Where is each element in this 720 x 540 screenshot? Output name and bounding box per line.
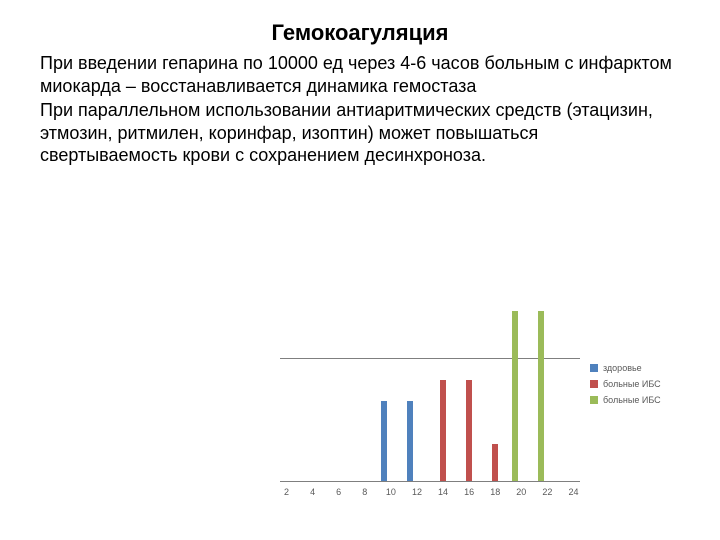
x-tick-label: 22 bbox=[542, 487, 552, 497]
paragraph: При введении гепарина по 10000 ед через … bbox=[40, 52, 680, 97]
chart-bar bbox=[440, 380, 446, 481]
chart-bars bbox=[280, 312, 580, 481]
legend-swatch bbox=[590, 364, 598, 372]
paragraph: При параллельном использовании антиаритм… bbox=[40, 99, 680, 167]
x-tick-label: 18 bbox=[490, 487, 500, 497]
slide: Гемокоагуляция При введении гепарина по … bbox=[0, 0, 720, 540]
x-tick-label: 20 bbox=[516, 487, 526, 497]
legend-label: здоровье bbox=[603, 363, 642, 373]
chart-plot-area bbox=[280, 312, 580, 482]
x-tick-label: 6 bbox=[336, 487, 341, 497]
legend-item: здоровье bbox=[590, 363, 661, 373]
legend-label: больные ИБС bbox=[603, 379, 661, 389]
x-tick-label: 14 bbox=[438, 487, 448, 497]
body-text: При введении гепарина по 10000 ед через … bbox=[40, 52, 680, 167]
x-tick-label: 10 bbox=[386, 487, 396, 497]
legend-swatch bbox=[590, 396, 598, 404]
chart-legend: здоровье больные ИБС больные ИБС bbox=[590, 357, 661, 411]
chart-bar bbox=[381, 401, 387, 481]
chart: 24681012141618202224 здоровьебольные ИБС… bbox=[280, 312, 680, 512]
x-tick-label: 24 bbox=[568, 487, 578, 497]
x-tick-label: 8 bbox=[362, 487, 367, 497]
chart-bar bbox=[407, 401, 413, 481]
chart-x-axis-labels: 24681012141618202224 bbox=[280, 487, 580, 507]
chart-bar bbox=[466, 380, 472, 481]
x-tick-label: 2 bbox=[284, 487, 289, 497]
legend-item: больные ИБС bbox=[590, 395, 661, 405]
chart-bar bbox=[538, 311, 544, 481]
legend-item: больные ИБС bbox=[590, 379, 661, 389]
x-tick-label: 16 bbox=[464, 487, 474, 497]
legend-label: больные ИБС bbox=[603, 395, 661, 405]
chart-bar bbox=[492, 444, 498, 481]
slide-title: Гемокоагуляция bbox=[40, 20, 680, 46]
legend-swatch bbox=[590, 380, 598, 388]
x-tick-label: 12 bbox=[412, 487, 422, 497]
x-tick-label: 4 bbox=[310, 487, 315, 497]
chart-bar bbox=[512, 311, 518, 481]
